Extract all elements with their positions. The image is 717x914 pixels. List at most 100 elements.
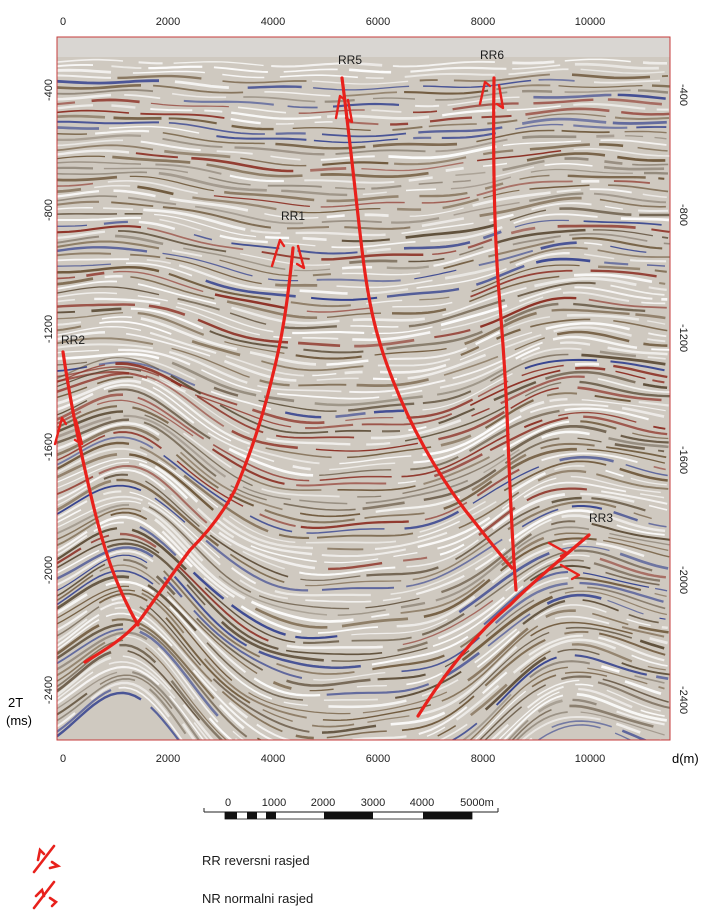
reflector-segment [574,62,659,70]
reflector-segment [453,73,550,82]
reflector-segment [259,513,296,528]
reflector-segment [261,488,340,498]
reflector-segment [334,429,372,433]
reflector-segment [214,293,288,310]
reflector-segment [442,651,481,679]
reflector-segment [177,565,269,642]
reflector-segment [366,441,391,446]
reflector-segment [477,380,509,398]
reflector-segment [290,207,381,214]
reflector-segment [57,101,76,106]
reflector-segment [529,660,591,679]
fault-rr6-line [492,76,518,592]
reflector-segment [659,282,666,285]
reflector-segment [337,485,416,492]
reflector-segment [608,436,669,449]
reflector-segment [124,94,161,100]
reflector-segment [566,314,640,321]
reflector-segment [302,236,327,242]
reflector-segment [57,534,88,557]
reflector-segment [57,549,100,574]
reflector-segment [621,626,665,638]
reflector-segment [221,690,283,733]
reflector-segment [624,130,667,134]
reflector-segment [343,835,391,840]
reflector-segment [423,578,491,618]
fault-label-rr2: RR2 [61,333,85,347]
x-tick-label: 4000 [261,16,285,28]
reflector-segment [447,96,520,106]
reflector-segment [599,350,637,358]
reflector-segment [57,230,106,240]
reflector-segment [57,368,142,388]
reflector-segment [57,641,106,677]
reflector-segment [366,299,403,305]
reflector-segment [469,683,508,717]
reflector-segment [299,499,348,505]
reflector-segment [635,313,666,320]
reflector-segment [404,72,495,78]
reflector-segment [637,89,669,94]
reflector-segment [103,167,189,174]
reflector-segment [364,512,425,519]
reflector-segment [57,337,154,346]
reflector-segment [105,580,155,594]
y-axis-label-line2: (ms) [6,713,32,728]
reflector-segment [106,542,175,571]
reflector-segment [610,284,665,296]
reflector-segment [529,192,584,203]
reflector-segment [413,785,443,798]
reflector-segment [493,380,537,402]
reflector-segment [278,533,310,539]
reflector-segment [113,270,204,293]
reflector-segment [91,307,122,313]
reflector-segment [374,531,448,550]
reflector-segment [178,264,288,292]
reflector-segment [394,156,467,166]
reflector-segment [422,373,513,411]
reflector-segment [663,242,670,245]
reflector-segment [545,609,576,618]
reflector-segment [648,522,667,528]
reflector-segment [312,373,337,377]
reflector-segment [57,689,112,733]
reflector-segment [304,179,395,184]
reflector-segment [259,379,290,387]
reflector-segment [258,399,337,412]
reflector-segment [624,680,662,695]
scale-label: 1000 [262,797,286,809]
reflector-segment [527,113,606,120]
reflector-segment [164,149,231,159]
reflector-segment [371,109,402,113]
reflector-segment [209,330,288,349]
reflector-segment [277,840,319,848]
reflector-segment [647,320,666,325]
reflector-segment [57,189,100,198]
reflector-segment [179,451,283,511]
reflector-segment [57,326,142,336]
reflector-segment [341,238,390,243]
reflector-segment [110,511,148,521]
reflector-segment [141,592,185,634]
x-tick-label: 0 [60,16,66,28]
reflector-segment [103,383,195,424]
reflector-segment [125,262,193,277]
reflector-segment [175,306,260,336]
reflector-segment [57,83,142,90]
reflector-segment [598,265,641,271]
reflector-segment [631,654,668,667]
reflector-segment [544,163,593,167]
reflector-segment [171,347,250,378]
reflector-segment [647,338,666,343]
reflector-segment [554,532,591,536]
reflector-segment [57,509,82,524]
reflector-segment [57,361,88,366]
reflector-segment [651,84,670,88]
reflector-segment [57,120,159,125]
reflector-segment [196,617,264,671]
x-axis-bottom: 0 2000 4000 6000 8000 10000 d(m) [60,751,699,766]
reflector-segment [537,699,563,713]
reflector-segment [192,669,275,740]
reflector-segment [237,106,287,114]
